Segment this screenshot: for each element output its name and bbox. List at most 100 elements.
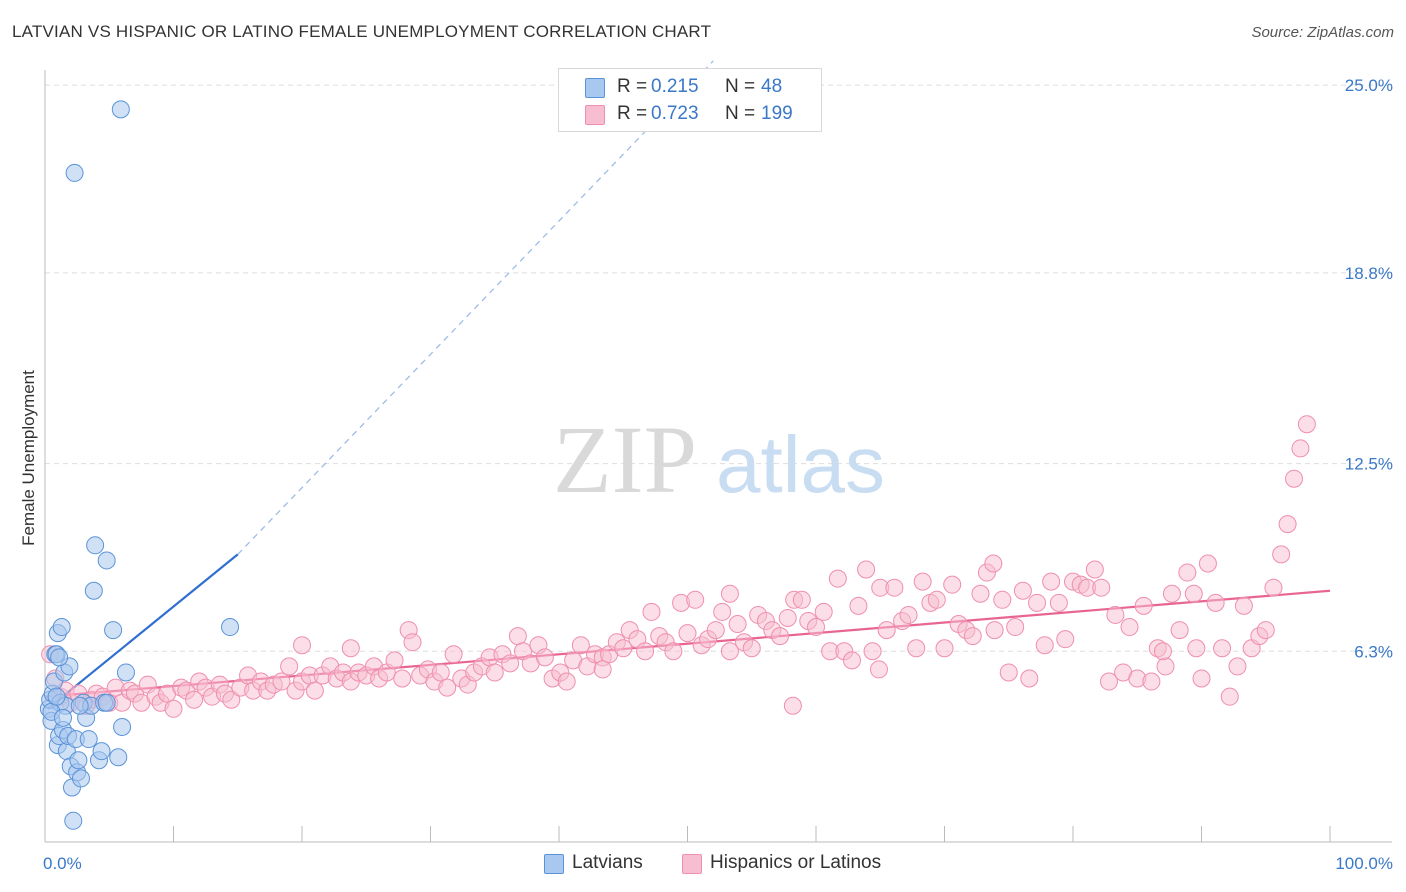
hispanic-point (1285, 469, 1304, 488)
hispanic-point (885, 578, 904, 597)
y-tick-label: 6.3% (1354, 642, 1393, 661)
latvian-point (97, 551, 116, 570)
latvian-point (221, 618, 240, 637)
hispanic-point (1013, 581, 1032, 600)
n-value: 48 (761, 76, 783, 97)
latvian-point (79, 730, 98, 749)
hispanic-point (1187, 639, 1206, 658)
hispanic-point (783, 696, 802, 715)
hispanic-point (935, 639, 954, 658)
hispanic-point (272, 672, 291, 691)
latvian-point (69, 751, 88, 770)
y-tick-label: 18.8% (1345, 264, 1393, 283)
watermark-zip: ZIP (553, 406, 697, 513)
hispanic-point (535, 648, 554, 667)
hispanic-point (557, 672, 576, 691)
legend-row-latvians: R = 0.215 N = 48 (559, 75, 821, 101)
hispanic-point (280, 657, 299, 676)
r-label: R = (617, 76, 648, 97)
hispanic-point (993, 590, 1012, 609)
hispanic-point (1162, 584, 1181, 603)
hispanic-point (857, 560, 876, 579)
hispanic-point (678, 624, 697, 643)
hispanic-point (792, 590, 811, 609)
latvian-point (84, 581, 103, 600)
hispanic-point (728, 615, 747, 634)
hispanic-point (1291, 439, 1310, 458)
hispanic-point (444, 645, 463, 664)
series-legend: Latvians Hispanics or Latinos (0, 852, 1406, 876)
latvian-point (64, 811, 83, 830)
hispanic-point (686, 590, 705, 609)
hispanic-point (501, 654, 520, 673)
latvian-swatch (585, 78, 605, 98)
hispanic-point (1213, 639, 1232, 658)
hispanic-point (706, 621, 725, 640)
latvian-trend-extension (237, 60, 714, 555)
hispanic-point (305, 681, 324, 700)
hispanic-point (403, 633, 422, 652)
y-axis-label: Female Unemployment (19, 370, 38, 546)
hispanic-point (1134, 596, 1153, 615)
hispanic-point (1020, 669, 1039, 688)
r-value: 0.215 (651, 76, 699, 97)
hispanic-point (385, 651, 404, 670)
hispanic-point (1206, 593, 1225, 612)
hispanic-point (485, 663, 504, 682)
hispanic-point (664, 642, 683, 661)
hispanic-point (1028, 593, 1047, 612)
hispanic-point (999, 663, 1018, 682)
latvian-point (92, 742, 111, 761)
latvian-swatch (544, 854, 564, 874)
latvian-trend-line (46, 553, 239, 710)
latvian-point (53, 708, 72, 727)
latvian-point (86, 536, 105, 555)
n-label: N = (725, 103, 756, 124)
hispanic-point (984, 554, 1003, 573)
hispanic-point (614, 639, 633, 658)
hispanic-point (720, 584, 739, 603)
hispanic-point (1272, 545, 1291, 564)
latvian-point (111, 100, 130, 119)
hispanic-point (943, 575, 962, 594)
hispanic-point (1184, 584, 1203, 603)
latvian-point (47, 687, 66, 706)
hispanic-point (849, 596, 868, 615)
x-tick-label: 0.0% (43, 854, 82, 873)
latvian-point (71, 769, 90, 788)
y-tick-label: 25.0% (1345, 76, 1393, 95)
hispanic-point (1035, 636, 1054, 655)
hispanic-point (1153, 642, 1172, 661)
latvian-points (39, 100, 240, 830)
latvian-point (97, 693, 116, 712)
latvian-point (50, 648, 69, 667)
hispanic-point (1142, 672, 1161, 691)
hispanic-point (720, 642, 739, 661)
legend-row-hispanics: R = 0.723 N = 199 (559, 102, 821, 128)
source-credit: Source: ZipAtlas.com (1251, 24, 1394, 41)
hispanic-point (807, 618, 825, 637)
r-value: 0.723 (651, 103, 699, 124)
hispanic-point (877, 621, 896, 640)
hispanic-point (185, 690, 204, 709)
hispanic-point (1006, 618, 1025, 637)
hispanic-point (1042, 572, 1061, 591)
hispanic-point (971, 584, 990, 603)
latvian-point (52, 618, 71, 637)
tick-labels: 6.3% 12.5% 18.8% 25.0% 0.0% 100.0% (43, 76, 1393, 873)
hispanic-point (1256, 621, 1275, 640)
n-label: N = (725, 76, 756, 97)
latvian-point (113, 717, 132, 736)
hispanic-point (393, 669, 412, 688)
watermark-atlas: atlas (716, 420, 885, 509)
hispanic-point (1092, 578, 1111, 597)
hispanic-point (1278, 515, 1297, 534)
hispanic-point (1056, 630, 1075, 649)
legend-label-latvians: Latvians (572, 852, 643, 873)
watermark: ZIP atlas (553, 406, 885, 513)
latvian-point (116, 663, 135, 682)
hispanic-point (899, 605, 918, 624)
hispanic-point (742, 639, 761, 658)
stats-legend: R = 0.215 N = 48 R = 0.723 N = 199 (558, 68, 822, 132)
